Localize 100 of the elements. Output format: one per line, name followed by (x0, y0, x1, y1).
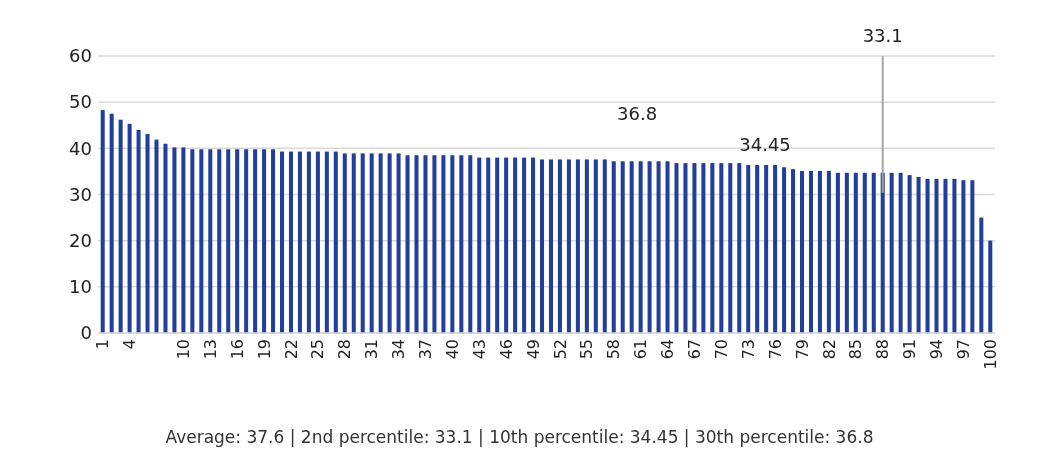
x-tick-label: 28 (335, 339, 355, 360)
x-tick-label: 43 (469, 339, 489, 360)
bar (665, 161, 670, 333)
bar (423, 155, 428, 333)
bar (593, 159, 598, 333)
y-tick-label: 20 (69, 229, 92, 251)
bar (701, 163, 706, 333)
bar (369, 153, 374, 333)
bar (280, 151, 285, 333)
bar (163, 143, 168, 333)
bar (934, 178, 939, 333)
bar (791, 169, 796, 333)
annotation: 34.45 (739, 134, 791, 156)
bar (118, 119, 123, 333)
bar (127, 123, 132, 333)
bar (737, 163, 742, 333)
bar (584, 159, 589, 333)
bar (513, 157, 518, 333)
bar (109, 113, 114, 333)
bar (647, 161, 652, 333)
bar (889, 172, 894, 333)
bar (414, 155, 419, 333)
bar (190, 149, 195, 333)
y-tick-label: 60 (69, 45, 92, 67)
bar (575, 159, 580, 333)
x-tick-label: 70 (711, 339, 731, 360)
x-tick-label: 13 (200, 339, 220, 360)
x-tick-label: 25 (308, 339, 328, 360)
x-tick-label: 64 (658, 339, 678, 360)
x-tick-label: 85 (846, 339, 866, 360)
x-tick-label: 67 (685, 339, 705, 360)
bar (880, 172, 885, 333)
bar (477, 157, 482, 333)
bar (199, 149, 204, 333)
bar (333, 151, 338, 333)
bar (710, 163, 715, 333)
x-tick-label: 79 (792, 339, 812, 360)
x-tick-label: 1 (93, 339, 113, 350)
bar (656, 161, 661, 333)
bar (773, 164, 778, 333)
bar (719, 163, 724, 333)
y-tick-label: 40 (69, 137, 92, 159)
bar (638, 161, 643, 333)
y-tick-label: 0 (80, 322, 92, 344)
bar (566, 159, 571, 333)
ref-line-label: 33.1 (862, 25, 903, 46)
bar (674, 163, 679, 333)
bar (835, 172, 840, 333)
bar (253, 149, 258, 333)
bar (817, 170, 822, 333)
bar (468, 155, 473, 333)
x-tick-label: 37 (416, 339, 436, 360)
bar (244, 149, 249, 333)
bar (378, 153, 383, 333)
x-tick-label: 55 (577, 339, 597, 360)
bar (360, 153, 365, 333)
text: Average: 37.6 | 2nd percentile: 33.1 | 10th percentile: 34.45 | 30th percentile: 36.8 (165, 427, 874, 447)
bar (145, 134, 150, 333)
bar (288, 151, 293, 333)
bar (297, 151, 302, 333)
x-tick-label: 49 (523, 339, 543, 360)
bar (441, 155, 446, 333)
x-tick-label: 94 (927, 339, 947, 360)
x-tick-label: 19 (254, 339, 274, 360)
bar (925, 178, 930, 333)
bar (324, 151, 329, 333)
annotation: 36.8 (617, 102, 658, 124)
bar (522, 157, 527, 333)
x-tick-label: 73 (738, 339, 758, 360)
bar (755, 164, 760, 333)
bar (136, 129, 141, 333)
bar (907, 175, 912, 333)
x-tick-label: 82 (819, 339, 839, 360)
bar (898, 172, 903, 333)
bar (262, 149, 267, 333)
bar (782, 167, 787, 333)
bar (315, 151, 320, 333)
x-tick-label: 34 (389, 339, 409, 360)
bar (154, 139, 159, 333)
bar (728, 163, 733, 333)
bar (943, 178, 948, 333)
bar (432, 155, 437, 333)
x-tick-label: 97 (954, 339, 973, 360)
bar (235, 149, 240, 333)
bar (208, 149, 213, 333)
bar (808, 170, 813, 333)
bar (504, 157, 509, 333)
bar (952, 178, 957, 333)
bar (800, 170, 805, 333)
bar (844, 172, 849, 333)
bar (495, 157, 500, 333)
bar (826, 170, 831, 333)
bar (100, 110, 105, 333)
x-tick-label: 100 (980, 339, 1000, 370)
x-tick-label: 58 (604, 339, 624, 360)
bar (764, 164, 769, 333)
bar (540, 159, 545, 333)
bar (548, 159, 553, 333)
x-tick-label: 22 (281, 339, 301, 360)
bar (602, 159, 607, 333)
